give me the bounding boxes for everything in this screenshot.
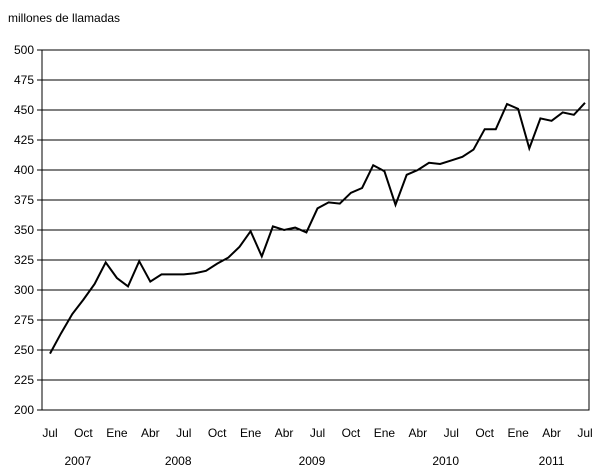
x-tick-label: Oct bbox=[475, 426, 494, 440]
year-label: 2010 bbox=[432, 454, 459, 466]
x-tick-label: Jul bbox=[444, 426, 459, 440]
y-tick-label: 475 bbox=[14, 73, 34, 87]
x-tick-label: Jul bbox=[42, 426, 57, 440]
y-tick-label: 200 bbox=[14, 403, 34, 417]
y-tick-label: 400 bbox=[14, 163, 34, 177]
y-tick-label: 300 bbox=[14, 283, 34, 297]
x-tick-label: Abr bbox=[408, 426, 427, 440]
y-tick-label: 425 bbox=[14, 133, 34, 147]
x-tick-label: Oct bbox=[208, 426, 227, 440]
x-tick-label: Ene bbox=[374, 426, 396, 440]
y-tick-label: 350 bbox=[14, 223, 34, 237]
x-tick-label: Ene bbox=[240, 426, 262, 440]
x-tick-label: Jul bbox=[176, 426, 191, 440]
x-tick-label: Abr bbox=[275, 426, 294, 440]
year-label: 2011 bbox=[539, 454, 565, 466]
y-tick-label: 500 bbox=[14, 43, 34, 57]
x-tick-label: Jul bbox=[577, 426, 592, 440]
y-tick-label: 325 bbox=[14, 253, 34, 267]
unit-label: millones de llamadas bbox=[8, 11, 121, 25]
y-tick-label: 275 bbox=[14, 313, 34, 327]
x-tick-label: Abr bbox=[141, 426, 160, 440]
y-tick-label: 375 bbox=[14, 193, 34, 207]
x-tick-label: Jul bbox=[310, 426, 325, 440]
y-tick-label: 250 bbox=[14, 343, 34, 357]
x-tick-label: Oct bbox=[342, 426, 361, 440]
x-tick-label: Abr bbox=[542, 426, 561, 440]
series-line bbox=[49, 102, 586, 355]
x-tick-label: Ene bbox=[507, 426, 529, 440]
y-tick-label: 225 bbox=[14, 373, 34, 387]
y-tick-label: 450 bbox=[14, 103, 34, 117]
year-label: 2009 bbox=[299, 454, 326, 466]
year-label: 2007 bbox=[65, 454, 92, 466]
x-tick-label: Ene bbox=[106, 426, 128, 440]
x-tick-label: Oct bbox=[74, 426, 93, 440]
year-label: 2008 bbox=[165, 454, 192, 466]
